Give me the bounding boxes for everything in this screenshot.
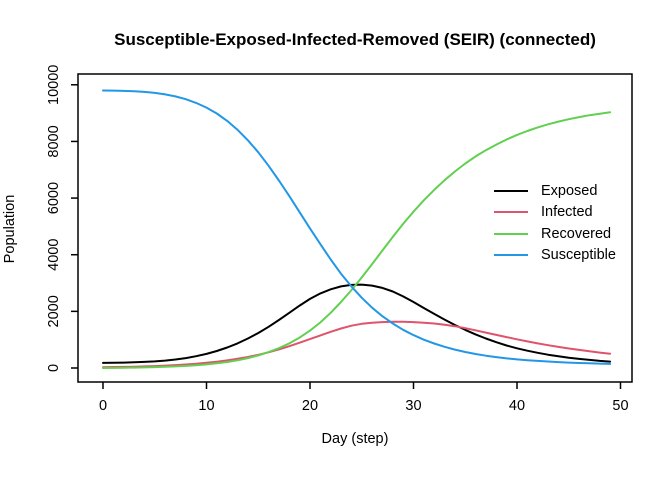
legend-item-recovered: Recovered xyxy=(494,223,616,245)
series-line-recovered xyxy=(102,111,612,369)
series-line-infected xyxy=(102,320,612,369)
legend: Exposed Infected Recovered Susceptible xyxy=(494,180,616,266)
y-tick-label: 10000 xyxy=(46,65,62,105)
x-tick-label: 10 xyxy=(198,398,214,414)
legend-item-exposed: Exposed xyxy=(494,180,616,202)
plot-box xyxy=(77,73,633,383)
x-tick-label: 20 xyxy=(302,398,318,414)
legend-label-susceptible: Susceptible xyxy=(541,247,616,264)
legend-label-recovered: Recovered xyxy=(541,225,612,242)
y-tick-label: 4000 xyxy=(46,239,62,271)
legend-item-infected: Infected xyxy=(494,202,616,224)
legend-line-exposed xyxy=(494,189,528,192)
y-tick-label: 2000 xyxy=(46,295,62,327)
y-axis-title: Population xyxy=(2,194,18,264)
legend-line-susceptible xyxy=(494,254,528,257)
legend-item-susceptible: Susceptible xyxy=(494,245,616,267)
legend-line-infected xyxy=(494,211,528,214)
x-axis-title: Day (step) xyxy=(321,431,389,447)
y-tick-label: 6000 xyxy=(46,182,62,214)
legend-label-exposed: Exposed xyxy=(541,182,598,199)
y-tick-label: 0 xyxy=(46,364,62,372)
y-tick-label: 8000 xyxy=(46,125,62,157)
chart-title: Susceptible-Exposed-Infected-Removed (SE… xyxy=(114,30,596,49)
legend-line-recovered xyxy=(494,232,528,235)
x-tick-label: 30 xyxy=(405,398,421,414)
x-tick-label: 40 xyxy=(509,398,525,414)
series-line-susceptible xyxy=(102,89,612,365)
legend-label-infected: Infected xyxy=(541,204,593,221)
x-tick-label: 50 xyxy=(612,398,628,414)
x-tick-label: 0 xyxy=(99,398,107,414)
